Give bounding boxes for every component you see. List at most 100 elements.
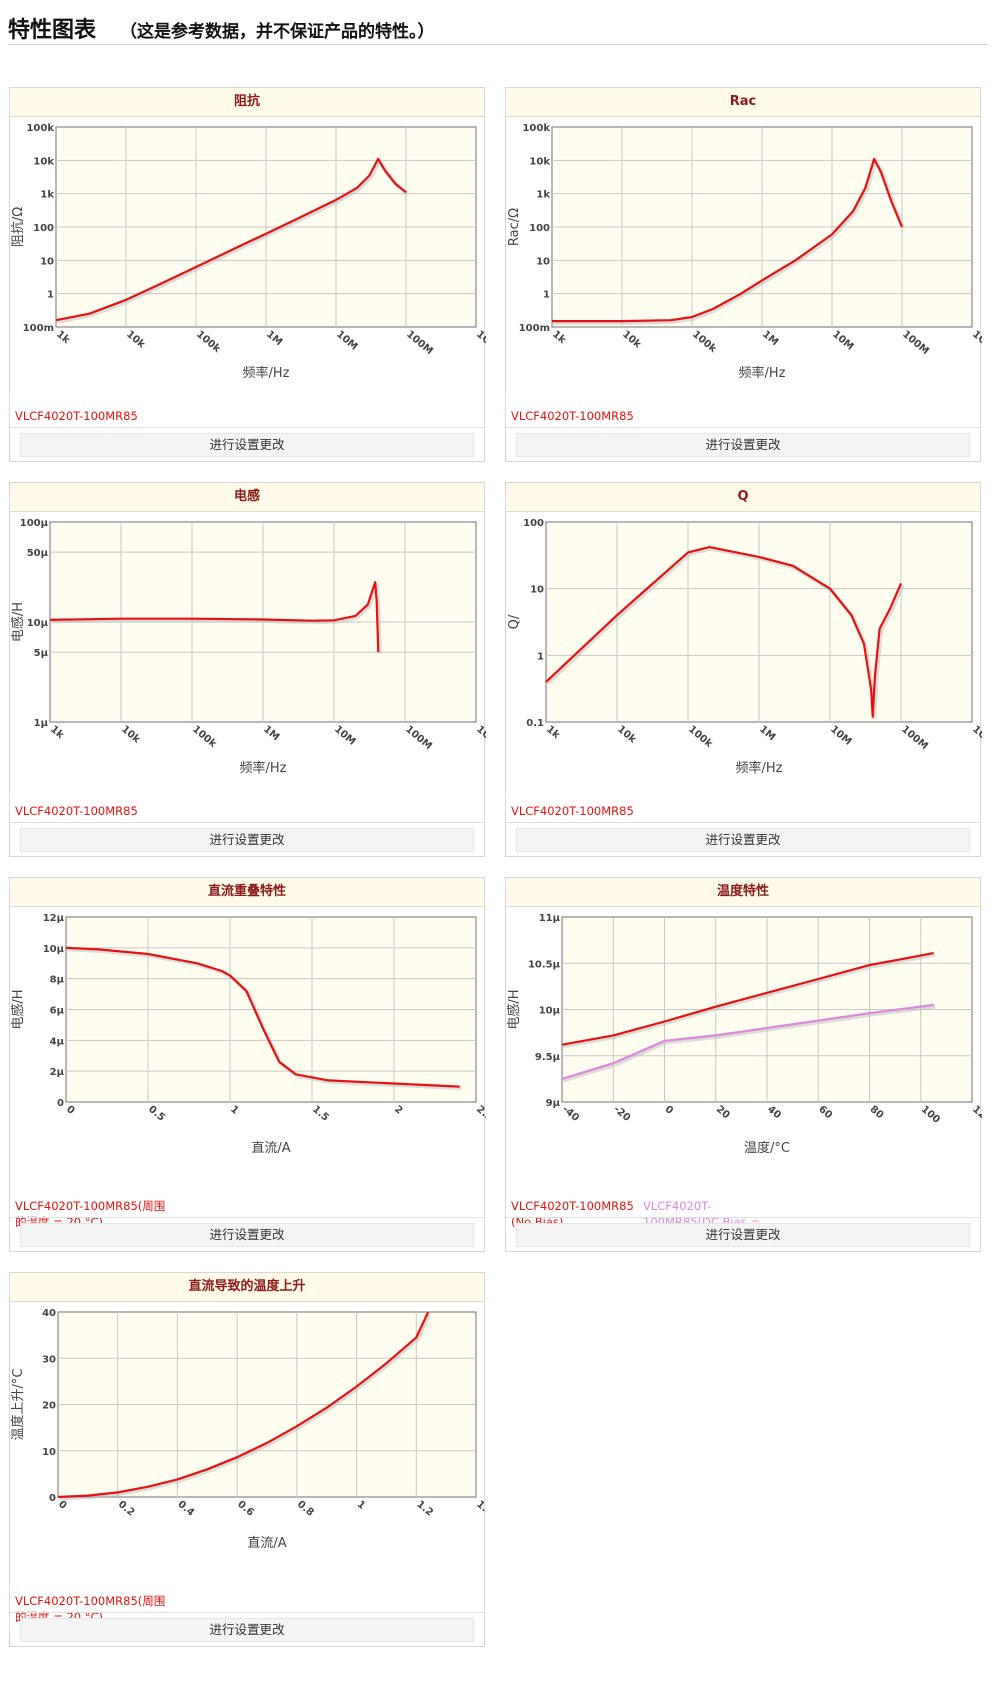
panel-title: 直流重叠特性 (10, 878, 484, 907)
x-tick-label: 100k (190, 724, 218, 750)
panel-footer: 进行设置更改 (10, 1217, 484, 1252)
y-tick-label: 10μ (539, 1006, 561, 1017)
x-axis-label: 直流/A (247, 1536, 286, 1551)
y-tick-label: 1k (536, 190, 550, 201)
x-tick-label: 1G (970, 329, 982, 347)
y-axis-label: 电感/H (506, 989, 522, 1029)
settings-change-button[interactable]: 进行设置更改 (20, 1223, 474, 1247)
y-tick-label: 11μ (539, 913, 561, 924)
x-axis-label: 温度/°C (744, 1140, 790, 1156)
x-tick-label: 10M (830, 329, 855, 353)
chart-panel: Rac 1k 10k 100k 1M 10M 100M 1G 100m 1 10 100 1k 10k 10… (505, 87, 982, 462)
x-tick-label: 100k (690, 329, 718, 355)
x-tick-label: 1k (550, 329, 568, 346)
x-tick-label: 120 (970, 1104, 982, 1126)
y-tick-label: 12μ (43, 913, 65, 924)
x-axis-label: 直流/A (251, 1141, 290, 1156)
series-line (65, 946, 460, 1088)
panel-footer: 进行设置更改 (506, 822, 980, 857)
y-tick-label: 100k (522, 123, 550, 134)
y-tick-label: 100 (33, 223, 54, 234)
y-tick-label: 6μ (50, 1006, 65, 1017)
x-tick-label: 2 (392, 1104, 404, 1117)
series-line (561, 952, 934, 1046)
x-tick-label: 2.5 (474, 1104, 486, 1124)
x-tick-label: 100 (919, 1104, 942, 1126)
x-tick-label: 100M (899, 724, 930, 752)
chart-svg: 0 0.5 1 1.5 2 2.5 0 2μ 4μ 6μ 8μ 10μ 12μ 直流/A 电感/H (10, 913, 486, 1156)
x-tick-label: -40 (560, 1104, 581, 1124)
settings-change-button[interactable]: 进行设置更改 (20, 1618, 474, 1642)
series-line (545, 545, 903, 718)
x-tick-label: 0.6 (235, 1499, 256, 1519)
y-tick-label: 20 (42, 1401, 56, 1412)
x-tick-label: 0.4 (176, 1499, 197, 1519)
page-header: 特性图表 （这是参考数据，并不保证产品的特性。） (8, 8, 987, 45)
y-tick-label: 30 (42, 1354, 56, 1365)
y-tick-label: 1μ (34, 718, 49, 729)
panel-footer: 进行设置更改 (10, 1612, 484, 1647)
chart-panel: 直流重叠特性 0 0.5 1 1.5 2 2.5 0 2μ 4μ 6μ 8μ 10μ 12μ 直流/A 电感/… (9, 877, 486, 1252)
settings-change-button[interactable]: 进行设置更改 (20, 433, 474, 457)
panel-footer: 进行设置更改 (10, 427, 484, 462)
y-tick-label: 0.1 (526, 718, 544, 729)
chart-legend: VLCF4020T-100MR85 (511, 408, 671, 424)
x-tick-label: 10k (124, 329, 147, 351)
chart-panel: 电感 1k 10k 100k 1M 10M 100M 1G 1μ 5μ 10μ 50μ 100μ 频率/H… (9, 482, 486, 857)
x-tick-label: 40 (765, 1104, 783, 1121)
x-axis-label: 频率/Hz (243, 365, 290, 381)
y-tick-label: 0 (57, 1098, 64, 1109)
y-tick-label: 0 (49, 1493, 56, 1504)
chart-legend: VLCF4020T-100MR85 (15, 803, 175, 819)
y-axis-label: Rac/Ω (507, 208, 522, 246)
x-axis-label: 频率/Hz (240, 760, 287, 776)
y-tick-label: 10μ (43, 944, 65, 955)
x-tick-label: 1M (760, 329, 780, 348)
y-tick-label: 10k (33, 156, 54, 167)
panel-footer: 进行设置更改 (10, 822, 484, 857)
panel-title: 直流导致的温度上升 (10, 1273, 484, 1302)
series-line (561, 1003, 934, 1080)
series-line (49, 581, 380, 653)
x-tick-label: 10k (119, 724, 142, 746)
x-tick-label: 1G (970, 724, 982, 742)
y-tick-label: 10.5μ (528, 959, 561, 970)
panel-footer: 进行设置更改 (506, 427, 980, 462)
chart-svg: -40 -20 0 20 40 60 80 100 120 9μ 9.5μ 10μ 10.5μ 11μ 温度… (506, 913, 982, 1156)
legend-entry: VLCF4020T-100MR85 (511, 409, 634, 423)
x-tick-label: 100M (403, 724, 434, 752)
series-shadow (563, 952, 936, 1049)
x-tick-label: 1M (757, 724, 777, 743)
y-tick-label: 100m (519, 323, 550, 334)
x-axis-label: 频率/Hz (739, 365, 786, 381)
panel-title: Rac (506, 88, 980, 117)
y-tick-label: 1 (47, 290, 54, 301)
settings-change-button[interactable]: 进行设置更改 (516, 1223, 970, 1247)
y-tick-label: 100k (26, 123, 54, 134)
y-tick-label: 8μ (50, 975, 65, 986)
page-title: 特性图表 (8, 18, 97, 43)
settings-change-button[interactable]: 进行设置更改 (20, 828, 474, 852)
x-tick-label: 1M (261, 724, 281, 743)
chart-legend: VLCF4020T-100MR85 (15, 408, 175, 424)
x-tick-label: 1 (355, 1499, 367, 1512)
panel-title: 阻抗 (10, 88, 484, 117)
chart-svg: 0 0.2 0.4 0.6 0.8 1 1.2 1.4 0 10 20 30 40 直流/A 温度上升/°C (10, 1308, 486, 1551)
x-tick-label: 1 (228, 1104, 240, 1117)
y-tick-label: 10 (536, 256, 550, 267)
x-tick-label: 0 (663, 1104, 675, 1117)
legend-entry: VLCF4020T-100MR85 (15, 804, 138, 818)
x-tick-label: -20 (611, 1104, 632, 1124)
x-tick-label: 80 (868, 1104, 886, 1121)
legend-entry: VLCF4020T-100MR85 (15, 409, 138, 423)
settings-change-button[interactable]: 进行设置更改 (516, 433, 970, 457)
y-tick-label: 10k (529, 156, 550, 167)
y-tick-label: 10μ (27, 618, 49, 629)
x-tick-label: 0.5 (146, 1104, 167, 1124)
settings-change-button[interactable]: 进行设置更改 (516, 828, 970, 852)
x-tick-label: 1.5 (310, 1104, 331, 1124)
chart-svg: 1k 10k 100k 1M 10M 100M 1G 0.1 1 10 100 频率/Hz Q/ (507, 518, 982, 776)
panel-title: Q (506, 483, 980, 512)
chart-panel: Q 1k 10k 100k 1M 10M 100M 1G 0.1 1 10 100 频率/Hz Q/VLC… (505, 482, 982, 857)
x-tick-label: 10M (334, 329, 359, 353)
